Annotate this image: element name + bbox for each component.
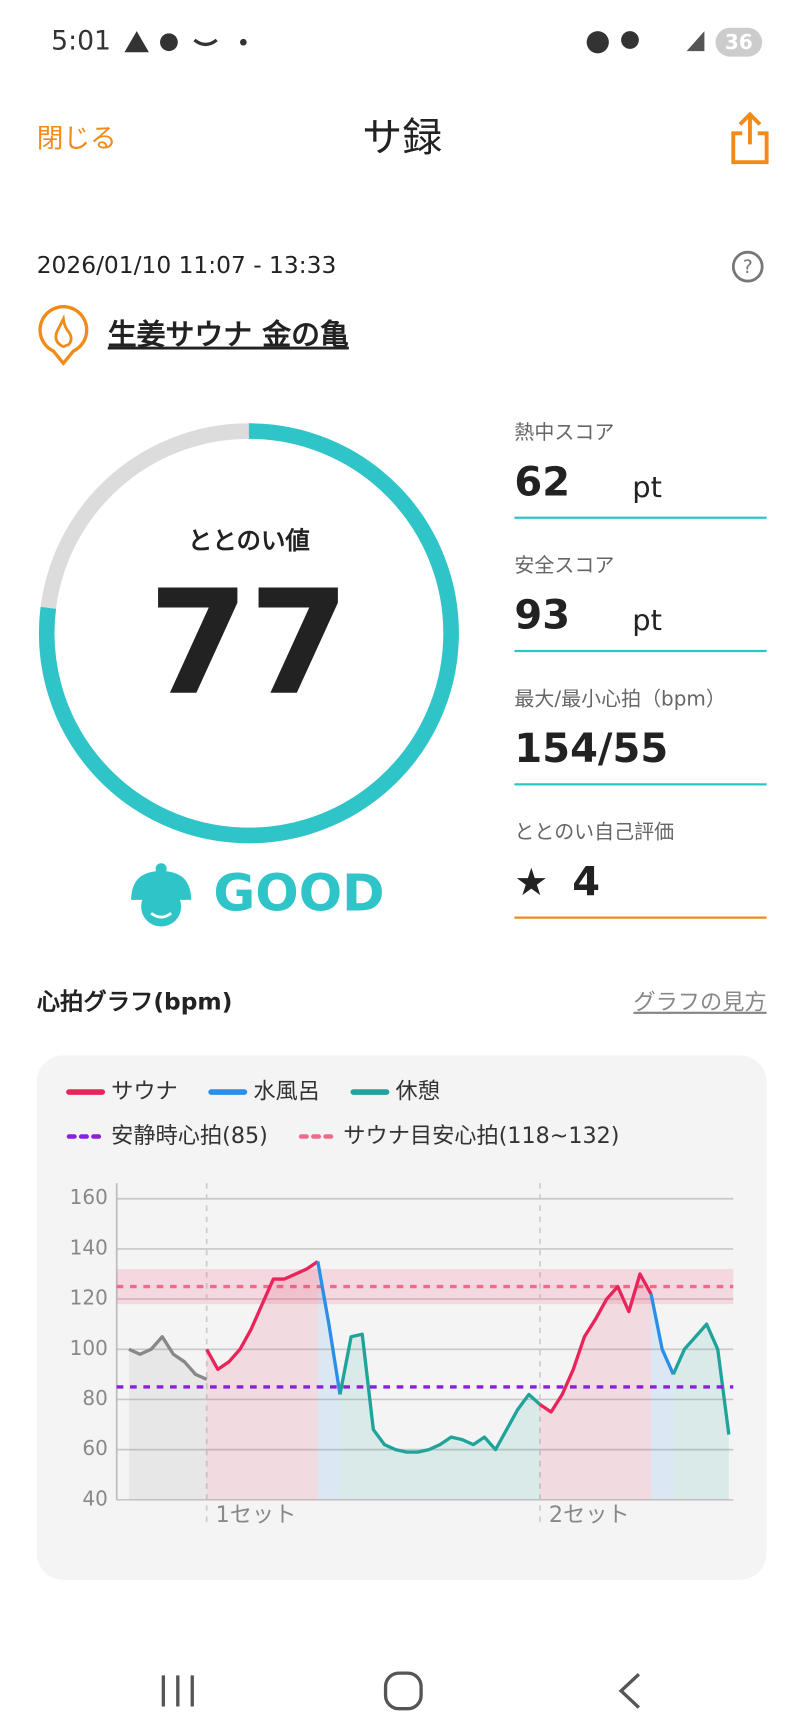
page-title: サ録 [362, 115, 442, 161]
heart-rate-line [205, 1260, 319, 1372]
heart-rate-area [651, 1294, 674, 1500]
close-button[interactable]: 閉じる [37, 123, 117, 154]
legend-label: サウナ [111, 1079, 178, 1105]
chart-help-link[interactable]: グラフの見方 [633, 990, 766, 1016]
y-tick-label: 140 [70, 1235, 108, 1259]
status-icon [240, 38, 247, 46]
heart-rate-line [649, 1293, 675, 1376]
heart-rate-area [206, 1261, 318, 1500]
heart-rate-area [539, 1274, 652, 1500]
nav-recent[interactable] [161, 1675, 194, 1707]
legend-label: 安静時心拍(85) [111, 1123, 268, 1149]
heart-rate-line [671, 1322, 731, 1435]
help-icon-glyph: ? [743, 256, 753, 278]
facility-icon [54, 314, 73, 349]
heart-rate-line [128, 1335, 208, 1381]
y-tick-label: 60 [82, 1436, 107, 1460]
nav-home[interactable] [383, 1671, 423, 1711]
stat-unit: pt [632, 470, 662, 504]
y-tick-label: 160 [70, 1185, 108, 1209]
heart-rate-area [128, 1336, 207, 1500]
session-datetime: 2026/01/10 11:07 - 13:33 [37, 251, 337, 279]
stat-label: ととのい自己評価 [514, 820, 674, 844]
nav-bar [161, 1671, 640, 1711]
help-icon[interactable] [731, 250, 764, 283]
status-icon [160, 33, 178, 52]
legend-label: 休憩 [395, 1079, 439, 1105]
status-icon [621, 31, 639, 49]
rating-star: ★ [514, 860, 548, 904]
stat-label: 熱中スコア [514, 420, 614, 444]
stat-value: 93 [514, 593, 570, 639]
chart-title: 心拍グラフ(bpm) [37, 988, 233, 1016]
stat-unit: pt [632, 603, 662, 637]
stat-value: 154/55 [514, 726, 668, 772]
stat-label: 安全スコア [514, 553, 614, 577]
heart-rate-line [316, 1261, 342, 1395]
share-button[interactable] [731, 111, 769, 165]
gauge-value: 77 [148, 560, 349, 728]
chart-card [36, 1055, 767, 1580]
heart-rate-area [340, 1334, 540, 1500]
status-icon [124, 31, 149, 53]
gauge-arc [38, 423, 459, 844]
y-tick-label: 80 [82, 1386, 107, 1410]
status-icon [193, 38, 218, 47]
battery [715, 27, 763, 57]
heart-rate-line [539, 1272, 653, 1414]
nav-back[interactable] [618, 1673, 640, 1709]
battery-level: 36 [725, 30, 753, 54]
heart-rate-line [338, 1332, 542, 1454]
mascot-icon [131, 863, 192, 927]
heart-rate-area [673, 1324, 729, 1500]
x-tick-label: 2セット [549, 1502, 630, 1528]
facility-link[interactable]: 生姜サウナ 金の亀 [108, 318, 349, 352]
facility-icon [38, 304, 89, 366]
legend-label: サウナ目安心拍(118~132) [343, 1123, 619, 1149]
status-icon [586, 31, 609, 54]
status-time: 5:01 [51, 26, 111, 57]
stat-value: 62 [514, 459, 570, 505]
y-tick-label: 120 [70, 1286, 108, 1310]
gauge-label: ととのい値 [188, 526, 310, 555]
heart-rate-area [317, 1261, 341, 1500]
stat-value: 4 [572, 859, 600, 905]
stat-label: 最大/最小心拍（bpm） [514, 686, 725, 710]
y-tick-label: 100 [70, 1336, 108, 1360]
x-tick-label: 1セット [216, 1502, 297, 1528]
gauge-rating: GOOD [213, 865, 384, 924]
legend-label: 水風呂 [253, 1079, 320, 1105]
y-tick-label: 40 [82, 1486, 107, 1510]
